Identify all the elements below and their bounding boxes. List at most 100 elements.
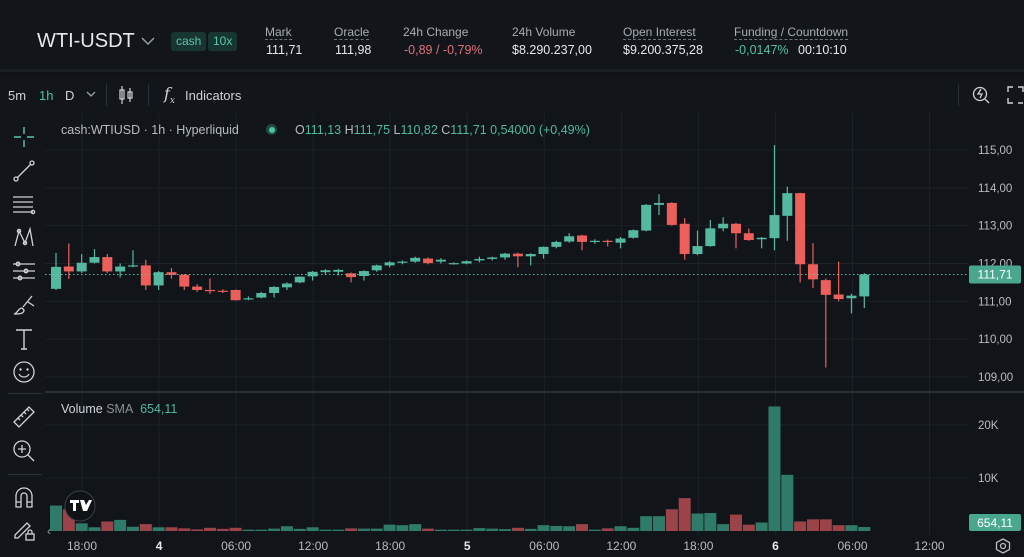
candle-body <box>89 257 100 263</box>
candle-body <box>525 254 536 257</box>
candle-body <box>795 193 806 265</box>
candle-type-icon[interactable] <box>118 85 134 105</box>
magnet-icon[interactable] <box>12 485 36 509</box>
time-tick-label: 06:00 <box>837 539 867 553</box>
volume-bar <box>383 524 396 531</box>
volume-bar <box>422 528 435 531</box>
market-type-badge: cash <box>171 32 207 51</box>
change-label: 24h Change <box>403 25 469 39</box>
volume-bar <box>511 527 524 531</box>
candle-body <box>589 240 600 242</box>
candle-body <box>641 204 652 231</box>
interval-5m[interactable]: 5m <box>8 88 27 103</box>
chart-background <box>45 113 1024 557</box>
candle-body <box>820 280 831 295</box>
candle-body <box>769 215 780 239</box>
candle-body <box>679 223 690 255</box>
change-value: -0,89 / -0,79% <box>404 43 483 57</box>
sma-value: 654,11 <box>140 402 178 416</box>
volume-bar <box>858 527 871 531</box>
candle-body <box>474 258 485 261</box>
scroll-left-icon[interactable]: ‹ <box>47 524 51 538</box>
candle-body <box>602 240 613 242</box>
volume-bar <box>88 527 101 531</box>
volume-bar <box>755 522 768 531</box>
volume-bar <box>576 524 589 531</box>
oracle-label: Oracle <box>334 25 370 40</box>
candle-body <box>423 258 434 264</box>
volume-bar <box>216 528 229 531</box>
volume-title[interactable]: Volume <box>61 402 103 416</box>
price-axis[interactable]: 115,00114,00113,00112,00111,00110,00109,… <box>978 145 1013 485</box>
candle-body <box>666 202 677 225</box>
market-status-icon <box>266 124 277 135</box>
candle-body <box>448 263 459 265</box>
interval-1h[interactable]: 1h <box>39 88 54 103</box>
volume-bar <box>614 526 627 531</box>
candle-body <box>192 286 203 290</box>
last-price-label: 111,71 <box>969 265 1021 284</box>
pattern-icon[interactable] <box>12 226 36 250</box>
fx-icon: fx <box>164 84 175 107</box>
volume-bar <box>729 514 742 531</box>
indicators-button[interactable]: Indicators <box>185 88 242 103</box>
time-tick-label: 5 <box>464 539 471 553</box>
grid <box>45 113 968 535</box>
brush-icon[interactable] <box>12 293 36 317</box>
zoom-in-icon[interactable] <box>12 439 36 463</box>
open-label: O <box>295 123 305 137</box>
volume-bar <box>396 525 409 531</box>
volume-bar <box>653 516 666 531</box>
candle-body <box>102 257 113 272</box>
trend-line-icon[interactable] <box>12 159 36 183</box>
volume-bar <box>601 528 614 531</box>
volume-bar <box>794 521 807 531</box>
chart-settings-icon[interactable] <box>995 538 1011 554</box>
leverage-badge: 10x <box>208 32 238 51</box>
tradingview-logo[interactable] <box>64 490 96 522</box>
time-tick-label: 12:00 <box>298 539 328 553</box>
price-chart[interactable]: 115,00114,00113,00112,00111,00110,00109,… <box>45 113 1024 557</box>
toolbar-divider <box>106 84 107 106</box>
candle-body <box>718 223 729 229</box>
volume-bar <box>165 527 178 531</box>
fib-retracement-icon[interactable] <box>12 193 36 217</box>
interval-dropdown-icon[interactable] <box>86 91 96 98</box>
symbol-legend: cash:WTIUSD · 1h · Hyperliquid <box>61 123 239 137</box>
volume-bar <box>203 527 216 531</box>
change-value: 0,54000 (+0,49%) <box>490 123 590 137</box>
candle-body <box>551 241 562 247</box>
candle-body <box>115 266 126 272</box>
ruler-icon[interactable] <box>12 405 36 429</box>
interval-d[interactable]: D <box>65 88 75 103</box>
candle-body <box>846 295 857 299</box>
candle-body <box>705 228 716 247</box>
volume-bar <box>126 526 139 531</box>
fullscreen-icon[interactable] <box>1007 86 1024 104</box>
volume-bar <box>280 526 293 531</box>
volume-bar <box>50 505 62 531</box>
volume-bar <box>319 529 332 531</box>
emoji-icon[interactable] <box>12 360 36 384</box>
candle-body <box>153 272 164 286</box>
time-tick-label: 6 <box>772 539 779 553</box>
text-icon[interactable] <box>12 327 36 351</box>
prediction-icon[interactable] <box>12 259 36 283</box>
candle-body <box>217 290 228 292</box>
price-tick-label: 114,00 <box>978 183 1012 195</box>
time-axis[interactable]: 18:00 4 06:00 12:00 18:00 5 06:00 12:00 18:00 6 06… <box>67 539 945 553</box>
chevron-down-icon[interactable] <box>141 37 155 46</box>
volume-bar <box>499 529 512 531</box>
lock-drawings-icon[interactable] <box>12 518 36 542</box>
chart-toolbar <box>0 75 1024 113</box>
candle-body <box>127 265 138 267</box>
volume-bar <box>678 498 691 531</box>
pair-selector[interactable]: WTI-USDT <box>37 30 135 53</box>
symbol-title[interactable]: cash:WTIUSD · 1h · Hyperliquid <box>61 123 239 137</box>
crosshair-icon[interactable] <box>12 125 36 149</box>
quick-search-icon[interactable] <box>971 85 991 105</box>
candle-body <box>384 262 395 266</box>
candle-body <box>346 273 357 278</box>
candle-body <box>756 237 767 240</box>
candle-body <box>833 294 844 300</box>
